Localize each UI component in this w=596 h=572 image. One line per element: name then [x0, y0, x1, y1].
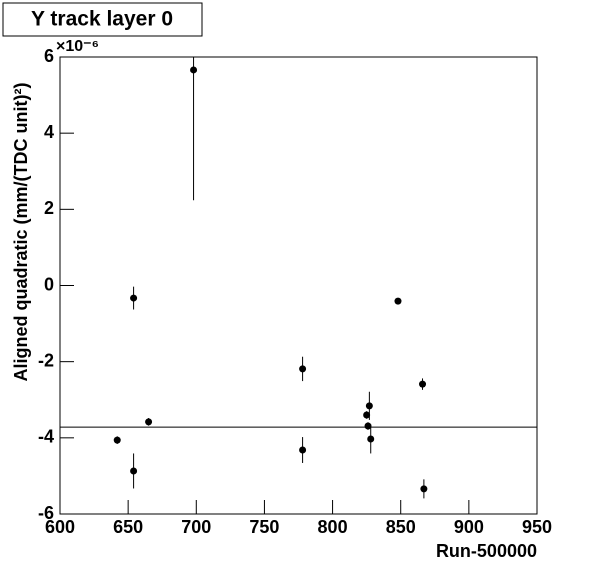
point	[113, 436, 121, 444]
x-axis-label: Run-500000	[436, 541, 537, 561]
x-tick-label: 900	[454, 517, 484, 537]
plot-area	[60, 57, 537, 499]
point	[363, 411, 371, 419]
y-tick-label: -6	[38, 503, 54, 523]
x-tick-label: 800	[318, 517, 348, 537]
title-box	[2, 2, 203, 37]
point	[367, 435, 375, 443]
y-tick-label: -4	[38, 427, 54, 447]
x-tick-label: 650	[113, 517, 143, 537]
point	[299, 446, 307, 454]
x-tick-label: 950	[522, 517, 552, 537]
x-tick-label: 850	[386, 517, 416, 537]
y-tick-label: 6	[44, 46, 54, 66]
point	[130, 467, 138, 475]
point	[145, 418, 153, 426]
point	[419, 380, 427, 388]
point	[190, 66, 198, 74]
y-axis-label: Aligned quadratic (mm/(TDC unit)²)	[11, 83, 31, 382]
y-tick-label: 0	[44, 274, 54, 294]
y-multiplier: ×10⁻⁶	[56, 38, 99, 55]
point	[394, 297, 402, 305]
point	[299, 365, 307, 373]
point	[420, 485, 428, 493]
point	[130, 294, 138, 302]
point	[364, 422, 372, 430]
y-tick-label: -2	[38, 350, 54, 370]
x-tick-label: 600	[45, 517, 75, 537]
x-tick-label: 750	[249, 517, 279, 537]
chart-title: Y track layer 0	[31, 8, 173, 31]
y-tick-label: 4	[44, 122, 54, 142]
point	[365, 402, 373, 410]
x-tick-label: 700	[181, 517, 211, 537]
y-tick-label: 2	[44, 198, 54, 218]
